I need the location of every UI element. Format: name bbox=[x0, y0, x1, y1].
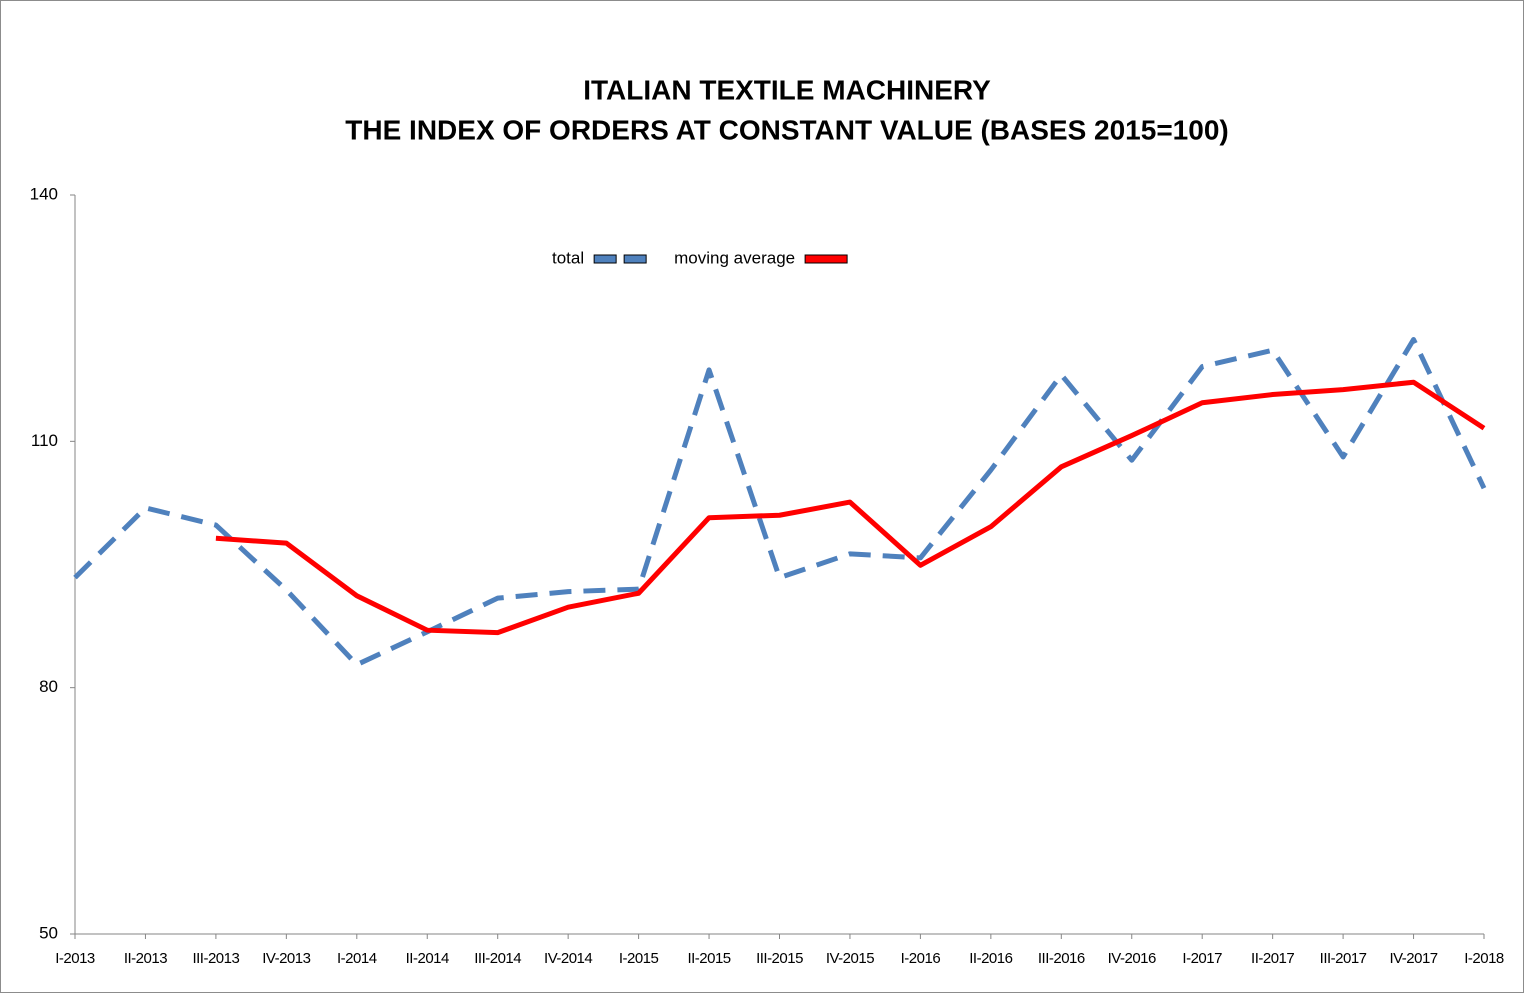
x-tick-label: IV-2017 bbox=[1389, 950, 1437, 967]
y-tick-label: 140 bbox=[30, 184, 58, 203]
x-tick-label: I-2017 bbox=[1182, 950, 1222, 967]
x-tick-label: II-2017 bbox=[1251, 950, 1294, 967]
series-line bbox=[215, 379, 1486, 636]
x-tick-label: IV-2016 bbox=[1108, 950, 1156, 967]
y-tick-label: 50 bbox=[39, 923, 58, 942]
x-tick-label: II-2016 bbox=[969, 950, 1012, 967]
chart-subtitle: THE INDEX OF ORDERS AT CONSTANT VALUE (B… bbox=[345, 114, 1228, 145]
legend-swatch bbox=[593, 254, 617, 264]
x-tick-label: III-2014 bbox=[474, 950, 521, 967]
x-tick-label: II-2015 bbox=[687, 950, 730, 967]
legend-swatch bbox=[804, 254, 848, 264]
legend-swatch bbox=[623, 254, 647, 264]
x-tick-label: IV-2013 bbox=[262, 950, 310, 967]
x-tick-label: I-2018 bbox=[1464, 950, 1504, 967]
y-tick-label: 110 bbox=[31, 431, 58, 450]
x-tick-label: III-2016 bbox=[1038, 950, 1085, 967]
legend-label: total bbox=[552, 248, 584, 267]
x-tick-label: I-2015 bbox=[619, 950, 659, 967]
chart-title: ITALIAN TEXTILE MACHINERY bbox=[583, 74, 991, 105]
x-tick-label: III-2013 bbox=[192, 950, 239, 967]
x-tick-label: I-2016 bbox=[901, 950, 941, 967]
x-tick-label: IV-2015 bbox=[826, 950, 874, 967]
x-tick-label: II-2013 bbox=[124, 950, 167, 967]
x-tick-label: I-2014 bbox=[337, 950, 377, 967]
legend-label: moving average bbox=[674, 248, 795, 267]
x-tick-label: IV-2014 bbox=[544, 950, 592, 967]
y-tick-label: 80 bbox=[39, 677, 58, 696]
x-tick-label: II-2014 bbox=[406, 950, 449, 967]
series-line bbox=[73, 337, 1487, 668]
x-tick-label: III-2015 bbox=[756, 950, 803, 967]
x-tick-label: I-2013 bbox=[55, 950, 95, 967]
x-tick-label: III-2017 bbox=[1320, 950, 1367, 967]
